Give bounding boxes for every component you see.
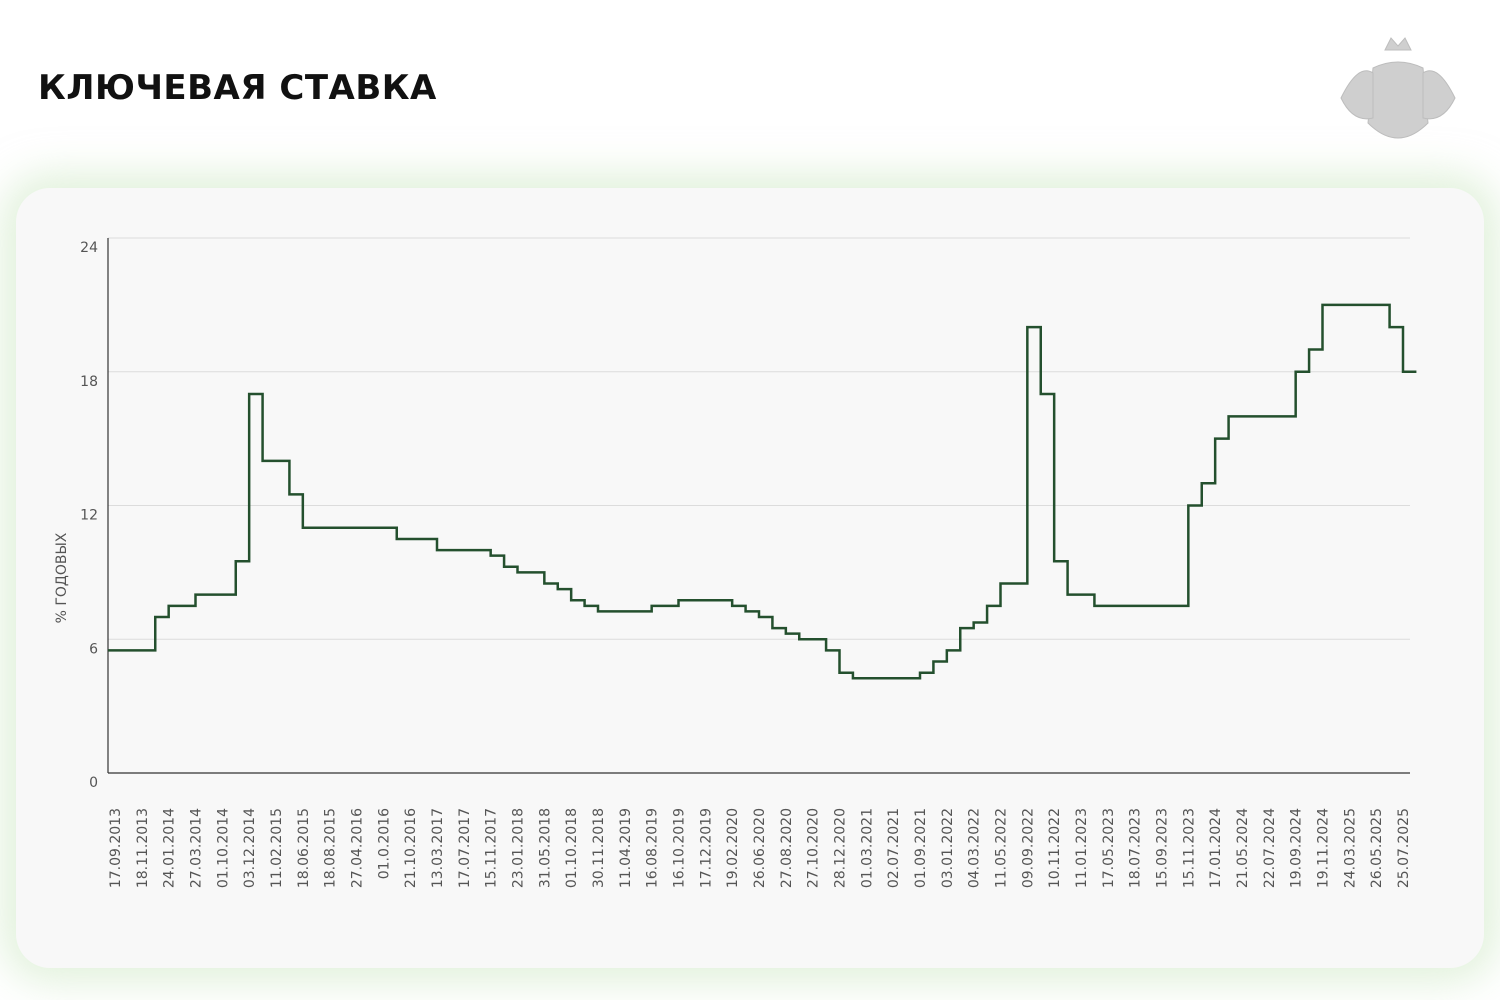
x-tick-label: 28.12.2020 [833, 808, 849, 888]
x-tick-label: 19.11.2024 [1316, 808, 1332, 888]
x-tick-label: 25.07.2025 [1396, 808, 1412, 888]
x-tick-label: 13.03.2017 [430, 808, 446, 888]
x-tick-label: 21.10.2016 [403, 808, 419, 888]
x-tick-label: 26.06.2020 [752, 808, 768, 888]
x-tick-label: 17.12.2019 [698, 808, 714, 888]
x-tick-label: 17.07.2017 [457, 808, 473, 888]
x-tick-label: 19.02.2020 [725, 808, 741, 888]
x-tick-label: 27.08.2020 [779, 808, 795, 888]
x-tick-label: 23.01.2018 [511, 808, 527, 888]
x-tick-label: 01.0.2016 [376, 808, 392, 879]
x-tick-label: 17.05.2023 [1101, 808, 1117, 888]
x-tick-label: 11.05.2022 [994, 808, 1010, 888]
x-tick-label: 21.05.2024 [1235, 808, 1251, 888]
x-tick-label: 24.01.2014 [162, 808, 178, 888]
x-tick-label: 01.10.2014 [215, 808, 231, 888]
x-tick-label: 17.09.2013 [108, 808, 124, 888]
y-tick-label: 24 [80, 240, 98, 256]
x-tick-label: 11.02.2015 [269, 808, 285, 888]
y-tick-label: 12 [80, 508, 98, 524]
x-tick-label: 03.12.2014 [242, 808, 258, 888]
x-tick-label: 10.11.2022 [1047, 808, 1063, 888]
x-tick-label: 24.03.2025 [1342, 808, 1358, 888]
x-tick-label: 15.11.2017 [484, 808, 500, 888]
x-tick-label: 27.04.2016 [350, 808, 366, 888]
x-tick-label: 27.10.2020 [806, 808, 822, 888]
x-tick-label: 18.06.2015 [296, 808, 312, 888]
x-tick-label: 02.07.2021 [886, 808, 902, 888]
x-tick-label: 16.10.2019 [672, 808, 688, 888]
x-tick-label: 01.09.2021 [913, 808, 929, 888]
x-tick-label: 30.11.2018 [591, 808, 607, 888]
chart-card [16, 188, 1484, 968]
x-tick-label: 19.09.2024 [1289, 808, 1305, 888]
x-tick-label: 18.11.2013 [135, 808, 151, 888]
x-tick-label: 22.07.2024 [1262, 808, 1278, 888]
x-tick-label: 31.05.2018 [537, 808, 553, 888]
x-tick-label: 09.09.2022 [1020, 808, 1036, 888]
title: КЛЮЧЕВАЯ СТАВКА [38, 68, 437, 108]
x-tick-label: 27.03.2014 [189, 808, 205, 888]
y-tick-label: 6 [89, 641, 98, 657]
x-tick-label: 18.07.2023 [1128, 808, 1144, 888]
rate-line [108, 303, 1417, 680]
x-tick-label: 16.08.2019 [645, 808, 661, 888]
x-tick-label: 01.10.2018 [564, 808, 580, 888]
y-tick-label: 0 [89, 775, 98, 791]
x-tick-label: 15.11.2023 [1181, 808, 1197, 888]
x-tick-label: 26.05.2025 [1369, 808, 1385, 888]
x-tick-label: 04.03.2022 [967, 808, 983, 888]
x-tick-label: 17.01.2024 [1208, 808, 1224, 888]
x-tick-label: 11.04.2019 [618, 808, 634, 888]
x-tick-label: 11.01.2023 [1074, 808, 1090, 888]
x-tick-label: 15.09.2023 [1155, 808, 1171, 888]
x-tick-label: 18.08.2015 [323, 808, 339, 888]
x-tick-label: 01.03.2021 [859, 808, 875, 888]
y-axis-label: % ГОДОВЫХ [54, 532, 70, 623]
logo [1340, 37, 1456, 139]
x-tick-label: 03.01.2022 [940, 808, 956, 888]
y-tick-label: 18 [80, 374, 98, 390]
